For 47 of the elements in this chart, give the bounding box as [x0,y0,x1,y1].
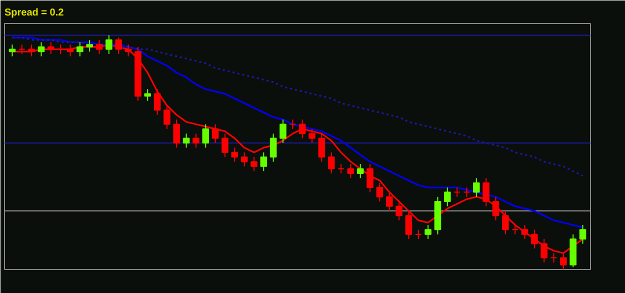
candlestick [512,224,518,235]
candlestick [482,178,490,207]
candlestick [318,133,326,162]
candlestick [454,187,460,198]
candlestick [298,119,306,139]
candlestick [86,39,93,52]
candlestick [240,152,248,167]
candlestick [386,192,393,212]
candlestick [531,229,538,249]
candlestick [472,178,480,198]
candlestick [164,105,170,130]
candlestick [338,164,344,174]
candlestick [376,182,384,202]
candlestick [347,164,354,179]
candlestick [356,164,364,179]
candlestick [250,156,258,172]
candlestick [405,210,412,240]
candlestick [38,42,45,57]
candlestick [579,224,586,244]
candlestick [396,201,402,221]
candlestick [289,119,296,130]
candlestick [424,224,432,240]
candlestick [8,44,16,57]
candlestick [492,196,500,221]
candlestick [463,187,470,198]
candlestick [502,210,509,235]
candlestick [212,124,219,144]
candlestick [76,42,84,57]
candlestick [414,229,422,240]
candlestick [231,147,238,162]
candlestick [260,152,268,172]
candlestick [173,119,180,148]
candlestick [202,124,210,148]
candlestick [366,164,374,193]
candlestick [182,133,190,148]
candlestick [106,34,112,54]
candlestick [280,119,286,144]
candlestick [222,133,228,158]
candlestick [328,152,335,174]
candlestick [144,88,152,102]
candlestick [521,224,528,240]
chart-title: Spread = 0.2 [4,8,64,18]
candlestick [154,88,161,116]
candlestick [270,133,277,162]
candlestick [444,187,451,207]
candlestick [192,133,200,148]
candlestick [308,128,316,144]
